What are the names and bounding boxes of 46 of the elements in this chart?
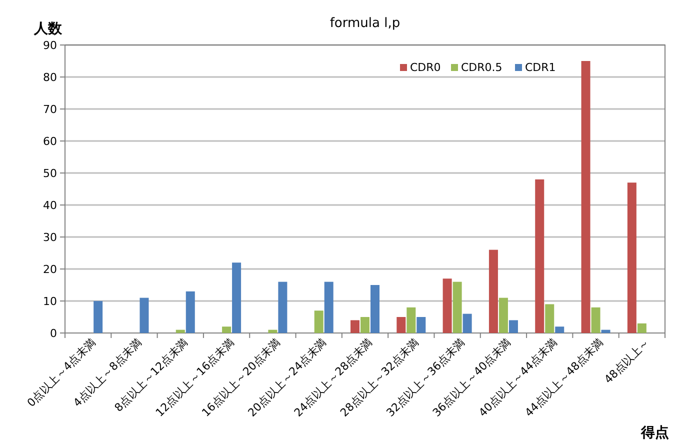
bar: [140, 298, 149, 333]
bar: [396, 317, 406, 333]
bar: [498, 298, 508, 333]
y-tick-label: 90: [43, 39, 57, 52]
bar: [591, 307, 600, 333]
bar: [232, 262, 242, 333]
bar: [452, 282, 462, 333]
y-tick-label: 40: [43, 199, 57, 212]
bar: [186, 291, 195, 333]
bar: [350, 320, 360, 333]
y-tick-label: 10: [43, 295, 57, 308]
x-axis-title: 得点: [640, 425, 669, 441]
bar: [406, 307, 416, 333]
bar: [314, 310, 324, 333]
y-tick-label: 0: [50, 327, 57, 340]
bar: [601, 330, 610, 333]
bar: [442, 278, 452, 333]
legend-label: CDR0: [410, 61, 441, 74]
bar: [627, 182, 636, 333]
bar: [555, 326, 564, 333]
bar: [268, 330, 278, 333]
bar: [581, 61, 590, 333]
y-tick-label: 70: [43, 103, 57, 116]
y-axis-title: 人数: [33, 21, 63, 37]
bar: [324, 282, 334, 333]
bar: [535, 179, 544, 333]
y-tick-label: 20: [43, 263, 57, 276]
y-tick-label: 60: [43, 135, 57, 148]
bar: [488, 250, 498, 333]
bar: [637, 323, 646, 333]
bar: [176, 330, 185, 333]
chart-title: formula l,p: [330, 16, 400, 31]
bar: [462, 314, 472, 333]
bar: [416, 317, 426, 333]
legend-label: CDR0.5: [461, 61, 502, 74]
y-tick-label: 50: [43, 167, 57, 180]
bar: [545, 304, 554, 333]
y-tick-label: 30: [43, 231, 57, 244]
bar: [360, 317, 370, 333]
bar: [508, 320, 518, 333]
legend-label: CDR1: [525, 61, 556, 74]
bar: [94, 301, 103, 333]
bar: [278, 282, 288, 333]
bar: [222, 326, 232, 333]
bar: [370, 285, 380, 333]
y-tick-label: 80: [43, 71, 57, 84]
